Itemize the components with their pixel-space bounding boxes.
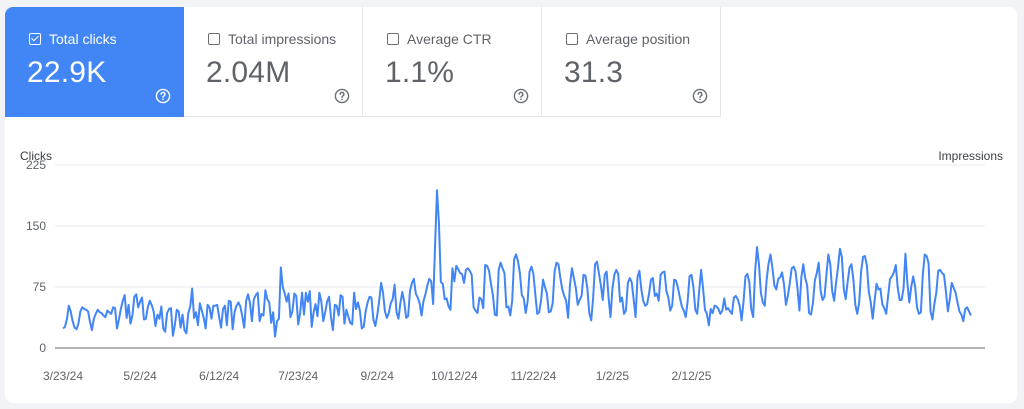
help-icon[interactable]: [334, 88, 350, 104]
x-tick-label: 2/12/25: [671, 369, 711, 383]
performance-chart: 0 75 150 225 3/23/24 5/2/24 6/12/24 7/23/24 9/2/…: [5, 117, 1017, 403]
x-tick-label: 3/23/24: [43, 369, 83, 383]
metric-label: Total impressions: [228, 31, 337, 47]
help-icon[interactable]: [513, 88, 529, 104]
metric-label: Total clicks: [49, 31, 117, 47]
metric-tile-total-clicks[interactable]: Total clicks 22.9K: [5, 7, 184, 117]
y-axis-right-title: Impressions: [938, 149, 1003, 163]
checkbox-checked-icon[interactable]: [29, 33, 41, 45]
metric-tile-average-ctr[interactable]: Average CTR 1.1%: [363, 7, 542, 117]
checkbox-unchecked-icon[interactable]: [387, 33, 399, 45]
metric-value: 31.3: [564, 56, 624, 89]
x-tick-label: 9/2/24: [361, 369, 395, 383]
x-tick-label: 1/2/25: [596, 369, 630, 383]
metric-tile-total-impressions[interactable]: Total impressions 2.04M: [184, 7, 363, 117]
metric-label: Average position: [586, 31, 691, 47]
metric-value: 2.04M: [206, 56, 291, 89]
metric-tile-header: Average CTR: [387, 31, 492, 47]
help-icon[interactable]: [155, 88, 171, 104]
checkbox-unchecked-icon[interactable]: [566, 33, 578, 45]
y-tick-label: 225: [26, 158, 46, 172]
line-chart: 0 75 150 225 3/23/24 5/2/24 6/12/24 7/23/24 9/2/…: [26, 158, 985, 383]
metric-tile-header: Average position: [566, 31, 690, 47]
x-tick-label: 6/12/24: [199, 369, 239, 383]
x-tick-label: 5/2/24: [123, 369, 157, 383]
y-axis-left-title: Clicks: [20, 149, 52, 163]
clicks-series-line[interactable]: [62, 189, 972, 338]
performance-card: Total clicks 22.9K Total impressions 2.04M A…: [5, 7, 1017, 403]
x-tick-label: 11/22/24: [510, 369, 556, 383]
checkbox-unchecked-icon[interactable]: [208, 33, 220, 45]
y-tick-label: 75: [33, 280, 47, 294]
metric-value: 1.1%: [385, 56, 455, 89]
y-tick-label: 0: [39, 341, 46, 355]
metric-label: Average CTR: [407, 31, 492, 47]
metric-tile-average-position[interactable]: Average position 31.3: [542, 7, 721, 117]
help-icon[interactable]: [692, 88, 708, 104]
x-tick-label: 7/23/24: [278, 369, 318, 383]
x-tick-label: 10/12/24: [431, 369, 478, 383]
metric-tile-header: Total impressions: [208, 31, 336, 47]
y-tick-label: 150: [26, 219, 46, 233]
metric-tile-header: Total clicks: [29, 31, 117, 47]
metric-tiles: Total clicks 22.9K Total impressions 2.04M A…: [5, 7, 721, 117]
metric-value: 22.9K: [27, 56, 107, 89]
